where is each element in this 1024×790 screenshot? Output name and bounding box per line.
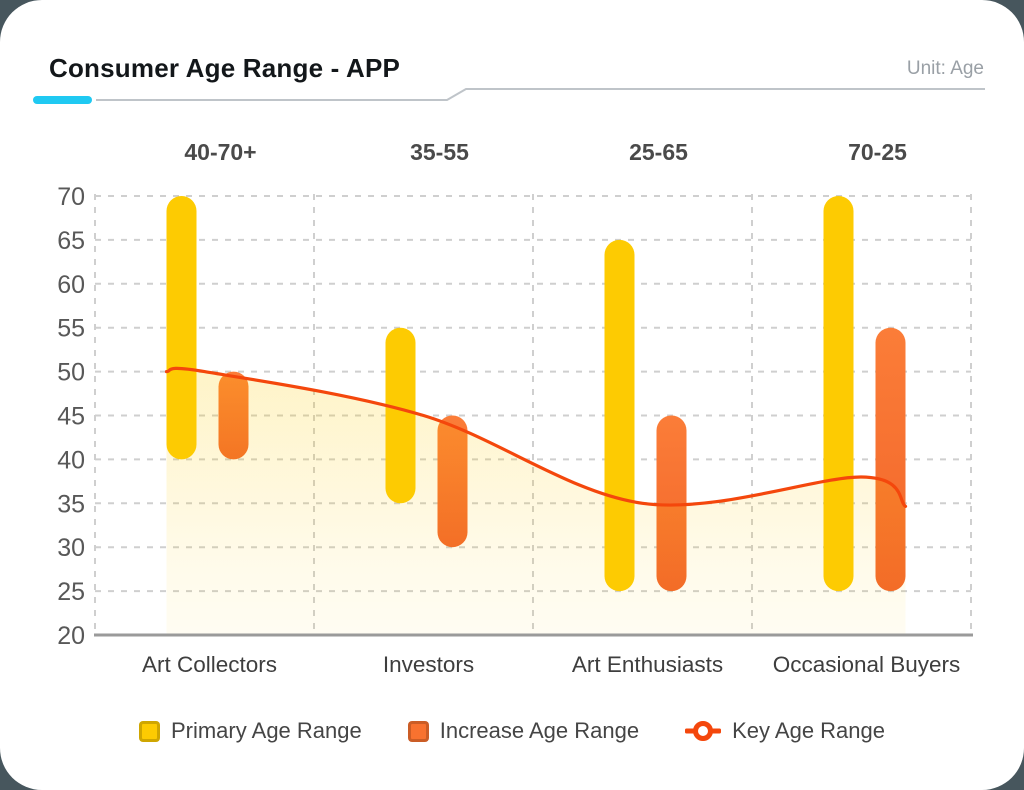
- svg-text:25-65: 25-65: [629, 139, 688, 165]
- legend-item-label: Key Age Range: [732, 718, 886, 743]
- title-accent-bar: [33, 96, 92, 104]
- legend-item-increase-age-range[interactable]: Increase Age Range: [407, 718, 640, 744]
- legend-item-label: Primary Age Range: [170, 718, 362, 743]
- svg-text:25: 25: [57, 578, 85, 606]
- divider-line: [96, 88, 985, 101]
- legend-square-swatch-icon: [407, 720, 429, 742]
- svg-text:20: 20: [57, 622, 85, 650]
- svg-text:Occasional Buyers: Occasional Buyers: [773, 652, 961, 677]
- svg-text:50: 50: [57, 359, 85, 387]
- svg-text:35-55: 35-55: [410, 139, 469, 165]
- svg-text:45: 45: [57, 403, 85, 431]
- svg-text:55: 55: [57, 315, 85, 343]
- svg-text:Art Collectors: Art Collectors: [142, 652, 277, 677]
- chart-svg: 20 25 30 35 40 45 50 55 60 65 70 40-70+ 35-55 25-65 70…: [57, 139, 973, 677]
- svg-text:Art Enthusiasts: Art Enthusiasts: [572, 652, 723, 677]
- unit-label: Unit: Age: [906, 58, 984, 79]
- svg-text:40-70+: 40-70+: [184, 139, 256, 165]
- svg-text:65: 65: [57, 227, 85, 255]
- key-age-range-line: [164, 366, 908, 508]
- svg-text:40: 40: [57, 446, 85, 474]
- title-divider: [33, 88, 985, 104]
- legend-item-label: Increase Age Range: [439, 718, 640, 743]
- svg-text:30: 30: [57, 534, 85, 562]
- page-title: Consumer Age Range - APP: [49, 53, 401, 83]
- key-age-range-line-marker-icon: [685, 719, 722, 743]
- x-axis-labels: Art Collectors Investors Art Enthusiasts Oc…: [142, 652, 960, 677]
- svg-text:70: 70: [57, 183, 85, 211]
- svg-text:60: 60: [57, 271, 85, 299]
- legend-item-key-age-range[interactable]: Key Age Range: [685, 718, 885, 744]
- svg-text:70-25: 70-25: [848, 139, 907, 165]
- legend-item-primary-age-range[interactable]: Primary Age Range: [138, 718, 362, 744]
- key-age-range-area: [166, 368, 906, 635]
- legend-square-swatch-icon: [138, 720, 160, 742]
- svg-text:35: 35: [57, 490, 85, 518]
- top-range-labels: 40-70+ 35-55 25-65 70-25: [184, 139, 907, 165]
- legend: Primary Age Range Increase Age Range Key …: [0, 718, 1024, 744]
- y-axis-labels: 20 25 30 35 40 45 50 55 60 65 70: [57, 183, 85, 650]
- svg-text:Investors: Investors: [383, 652, 474, 677]
